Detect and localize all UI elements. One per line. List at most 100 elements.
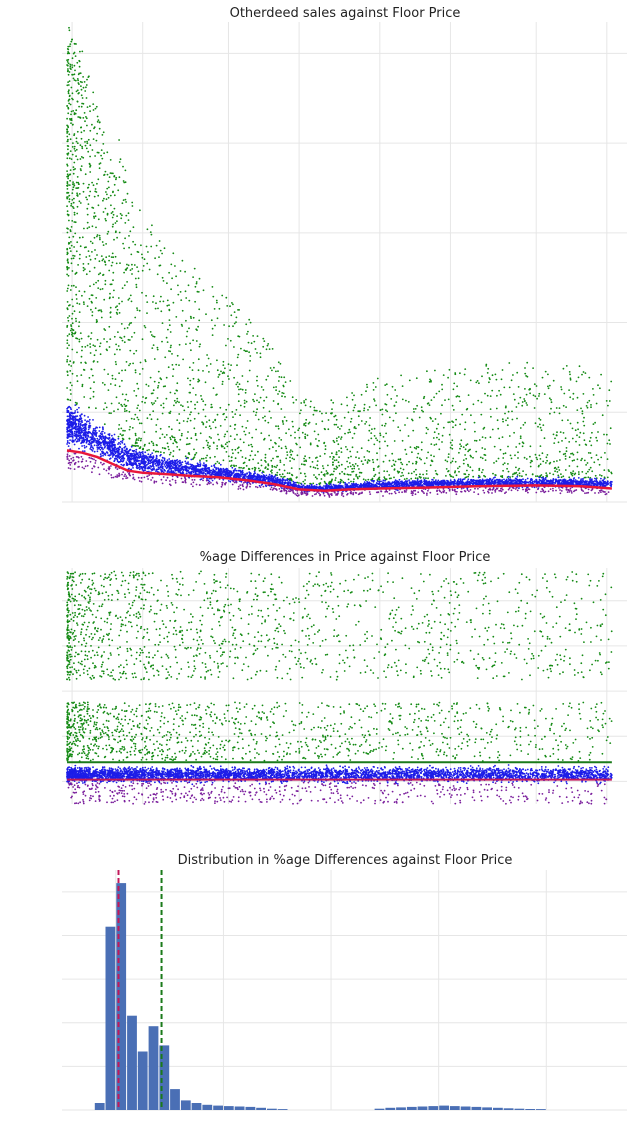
data-point-green [89,343,91,345]
data-point-green [341,471,343,473]
data-point-green [299,412,301,415]
data-point-green [66,374,69,377]
data-point-green [131,205,134,207]
data-point-green [70,226,73,228]
data-point-green [393,464,396,466]
data-point-green [67,106,70,109]
data-point-green [133,352,135,355]
data-point-green [486,394,489,397]
data-point-green [610,380,613,383]
data-point-green [447,376,449,379]
data-point-green [298,436,301,439]
data-point-green [254,348,257,350]
data-point-green [248,467,250,470]
data-point-green [420,441,423,444]
data-point-green [137,270,140,273]
data-point-green [113,238,115,241]
data-point-green [123,341,126,344]
data-point-green [276,464,279,467]
data-point-green [72,284,75,287]
data-point-green [88,377,91,379]
data-point-green [141,269,144,272]
data-point-green [318,483,321,486]
data-point-green [290,467,293,469]
data-point-green [216,317,219,320]
data-point-green [553,467,556,470]
data-point-green [348,473,350,476]
data-point-green [570,452,572,455]
data-point-green [340,403,343,406]
data-point-green [534,395,537,398]
data-point-green [112,213,115,216]
data-point-blue [69,406,72,409]
data-point-green [168,271,171,274]
data-point-green [176,354,179,357]
data-point-green [608,389,611,392]
data-point-green [76,100,79,103]
data-point-green [434,369,436,372]
data-point-green [148,449,150,451]
data-point-green [303,424,305,426]
data-point-green [518,442,521,445]
data-point-green [77,79,79,82]
data-point-green [67,58,70,61]
data-point-green [115,178,117,181]
data-point-green [67,196,69,198]
data-point-green [132,240,135,243]
data-point-blue [130,445,133,448]
data-point-green [586,406,589,409]
data-point-green [146,312,148,314]
data-point-green [285,457,288,460]
data-point-green [576,434,578,437]
data-point-green [538,423,541,426]
data-point-green [140,422,143,425]
data-point-green [134,442,137,445]
data-point-green [116,215,118,218]
data-point-green [66,173,69,176]
data-point-green [229,435,232,437]
data-point-blue [66,415,69,418]
data-point-green [250,450,253,453]
data-point-green [195,438,198,441]
data-point-green [119,262,121,264]
data-point-green [172,368,175,371]
data-point-green [233,311,236,313]
data-point-green [70,393,72,395]
data-point-green [128,410,131,413]
data-point-green [85,273,88,276]
data-point-green [256,385,259,387]
data-point-green [325,412,327,414]
data-point-green [529,445,532,448]
data-point-green [506,424,509,426]
data-point-green [521,475,523,478]
data-point-green [303,472,306,475]
data-point-green [419,473,421,476]
data-point-blue [81,429,83,432]
data-point-green [190,317,193,319]
data-point-green [80,165,83,168]
data-point-green [109,159,112,161]
data-point-green [545,462,547,464]
data-point-blue [208,480,211,483]
data-point-green [80,374,83,376]
data-point-green [292,401,295,404]
data-point-green [382,436,385,438]
data-point-green [576,421,579,424]
data-point-green [94,107,97,110]
data-point-green [276,474,278,476]
data-point-green [194,434,197,437]
data-point-green [111,377,114,380]
data-point-green [78,290,81,292]
data-point-green [220,370,222,373]
data-point-blue [89,448,92,450]
data-point-green [66,61,69,63]
data-point-green [95,297,98,299]
data-point-green [572,398,574,400]
data-point-green [312,466,315,469]
data-point-green [80,85,82,87]
data-point-green [587,470,589,473]
data-point-green [499,393,502,396]
data-point-green [226,430,229,433]
data-point-green [515,406,518,408]
data-point-green [136,266,139,268]
